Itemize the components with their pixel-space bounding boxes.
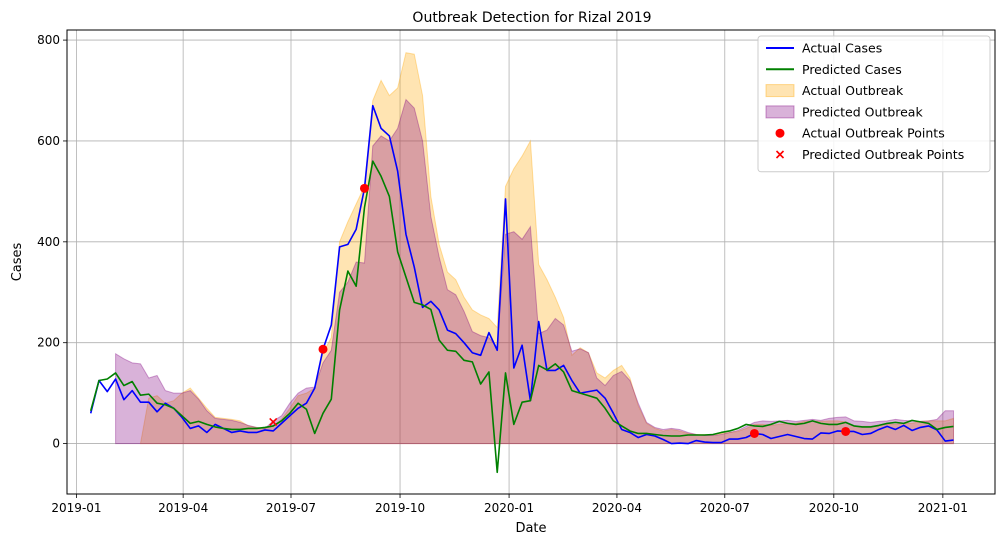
- legend-label-predicted-outbreak-points: Predicted Outbreak Points: [802, 147, 964, 162]
- legend-swatch-predicted-outbreak-points: [775, 150, 785, 159]
- cross-stroke: [269, 417, 278, 426]
- x-tick-label: 2020-01: [484, 501, 534, 515]
- actual-outbreak-point: [318, 344, 328, 354]
- actual-outbreak-area: [139, 52, 955, 445]
- y-tick-label: 800: [37, 33, 60, 47]
- legend-label-predicted-outbreak: Predicted Outbreak: [802, 104, 923, 119]
- predicted-outbreak-area: [115, 98, 955, 445]
- y-tick-label: 600: [37, 134, 60, 148]
- x-tick-label: 2020-07: [700, 501, 750, 515]
- y-tick-label: 200: [37, 336, 60, 350]
- legend-swatch-predicted-outbreak: [765, 105, 795, 119]
- x-tick-label: 2021-01: [918, 501, 968, 515]
- y-tick-label: 400: [37, 235, 60, 249]
- x-tick-label: 2019-07: [266, 501, 316, 515]
- actual-outbreak-point: [359, 183, 369, 193]
- plot-area: [89, 52, 955, 474]
- x-tick-label: 2019-01: [51, 501, 101, 515]
- chart-title: Outbreak Detection for Rizal 2019: [412, 10, 651, 26]
- actual-outbreak-point: [749, 428, 759, 438]
- y-axis-label: Cases: [10, 242, 25, 281]
- plot-frame: [66, 29, 996, 495]
- x-axis-label: Date: [515, 521, 546, 536]
- axis-ticks: 2019-01 2019-04 2019-07 2019-10 2020-01 2020-…: [37, 33, 968, 515]
- legend-label-actual-cases: Actual Cases: [802, 41, 882, 56]
- x-tick-label: 2019-10: [375, 501, 425, 515]
- legend-swatch-actual-outbreak-points: [775, 128, 785, 138]
- legend-swatch-actual-outbreak: [765, 84, 795, 98]
- legend-label-actual-outbreak: Actual Outbreak: [802, 83, 904, 98]
- actual-outbreak-point: [841, 426, 851, 436]
- x-tick-label: 2020-04: [592, 501, 642, 515]
- plot-content: [89, 52, 955, 474]
- cross-stroke: [775, 150, 785, 159]
- legend-label-predicted-cases: Predicted Cases: [802, 62, 902, 77]
- x-tick-label: 2019-04: [158, 501, 208, 515]
- legend: Actual Cases Predicted Cases Actual Outbre…: [757, 35, 991, 173]
- legend-label-actual-outbreak-points: Actual Outbreak Points: [802, 126, 945, 141]
- x-tick-label: 2020-10: [809, 501, 859, 515]
- legend-box: [757, 35, 991, 173]
- y-tick-label: 0: [52, 437, 60, 451]
- predicted-outbreak-point: [269, 417, 278, 426]
- actual-cases-line: [89, 104, 954, 445]
- predicted-cases-line: [89, 160, 954, 474]
